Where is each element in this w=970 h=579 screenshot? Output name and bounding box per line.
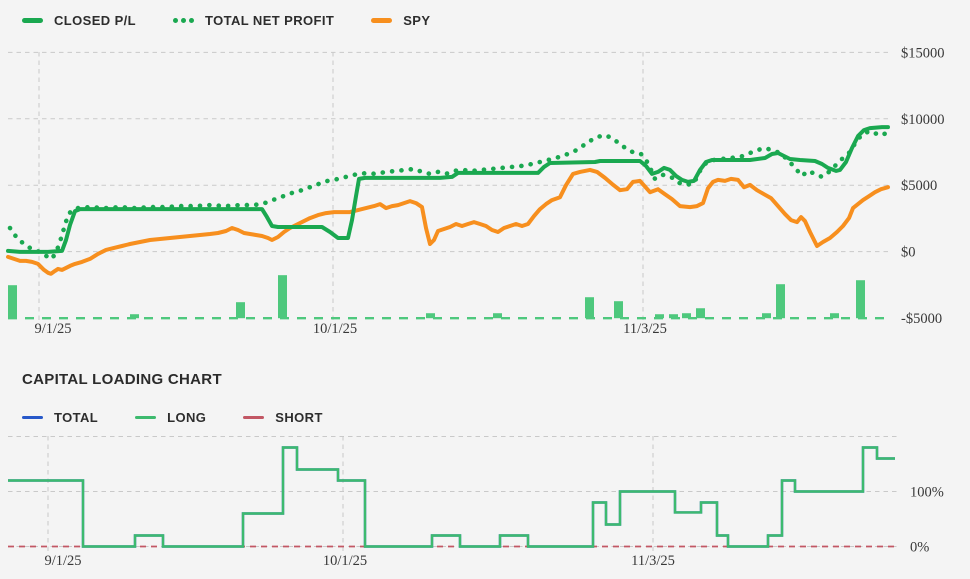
y-axis-tick-label: 0% xyxy=(910,540,929,556)
y-axis-tick-label: $15000 xyxy=(901,45,945,61)
legend-item-total: TOTAL xyxy=(22,410,98,425)
total-net-profit-line xyxy=(7,128,891,262)
daily-pl-bar xyxy=(130,314,139,319)
long-swatch-icon xyxy=(135,415,157,419)
total-net-profit-swatch-icon xyxy=(173,17,195,23)
daily-pl-bar xyxy=(762,313,771,319)
closed-pl-label: CLOSED P/L xyxy=(54,12,137,28)
daily-pl-bar xyxy=(585,297,594,319)
x-axis-tick-label: 9/1/25 xyxy=(34,321,71,337)
long-label: LONG xyxy=(167,409,207,425)
daily-pl-bar xyxy=(655,314,664,319)
daily-pl-bar xyxy=(493,313,502,319)
legend-item-closed-pl: CLOSED P/L xyxy=(22,13,136,28)
closed-pl-swatch-icon xyxy=(22,17,43,23)
capital-chart-legend: TOTAL LONG SHORT xyxy=(22,408,323,426)
daily-pl-bar xyxy=(682,313,691,319)
daily-pl-bar xyxy=(278,275,287,319)
x-axis-tick-label: 11/3/25 xyxy=(623,321,667,337)
daily-pl-bar xyxy=(669,314,678,319)
daily-pl-bar xyxy=(236,302,245,319)
y-axis-tick-label: $10000 xyxy=(901,112,945,128)
x-axis-tick-label: 11/3/25 xyxy=(631,553,675,569)
spy-swatch-icon xyxy=(371,17,393,23)
pl-chart-legend: CLOSED P/L TOTAL NET PROFIT SPY xyxy=(22,10,430,30)
spy-line xyxy=(6,167,890,276)
spy-label: SPY xyxy=(403,12,431,28)
legend-item-long: LONG xyxy=(135,410,206,425)
daily-pl-bar xyxy=(696,308,705,319)
total-label: TOTAL xyxy=(54,409,99,425)
legend-item-short: SHORT xyxy=(243,410,323,425)
daily-pl-bar xyxy=(614,301,623,319)
total-net-profit-label: TOTAL NET PROFIT xyxy=(205,12,335,28)
x-axis-tick-label: 9/1/25 xyxy=(44,553,81,569)
total-line xyxy=(8,446,895,548)
daily-pl-bar xyxy=(856,280,865,319)
y-axis-tick-label: $0 xyxy=(901,245,916,261)
daily-pl-bar xyxy=(8,285,17,319)
legend-item-spy: SPY xyxy=(371,13,430,28)
total-swatch-icon xyxy=(22,415,43,419)
legend-item-total-net-profit: TOTAL NET PROFIT xyxy=(173,13,334,28)
y-axis-tick-label: 100% xyxy=(910,485,944,501)
long-line xyxy=(8,446,895,548)
y-axis-tick-label: -$5000 xyxy=(901,311,942,327)
short-swatch-icon xyxy=(243,415,265,419)
y-axis-tick-label: $5000 xyxy=(901,178,937,194)
x-axis-tick-label: 10/1/25 xyxy=(323,553,367,569)
daily-pl-bar xyxy=(776,284,785,319)
x-axis-tick-label: 10/1/25 xyxy=(313,321,357,337)
closed-pl-line xyxy=(6,125,890,254)
profit-loss-chart: $15000 $10000 $5000 $0 -$5000 9/1/25 10/1/25 11… xyxy=(6,45,945,337)
capital-loading-chart: 100% 0% 9/1/25 10/1/25 11/3/25 xyxy=(8,436,944,569)
daily-pl-bar xyxy=(426,313,435,319)
daily-pl-bar xyxy=(830,313,839,319)
short-label: SHORT xyxy=(275,409,323,425)
capital-chart-title: CAPITAL LOADING CHART xyxy=(22,371,222,388)
